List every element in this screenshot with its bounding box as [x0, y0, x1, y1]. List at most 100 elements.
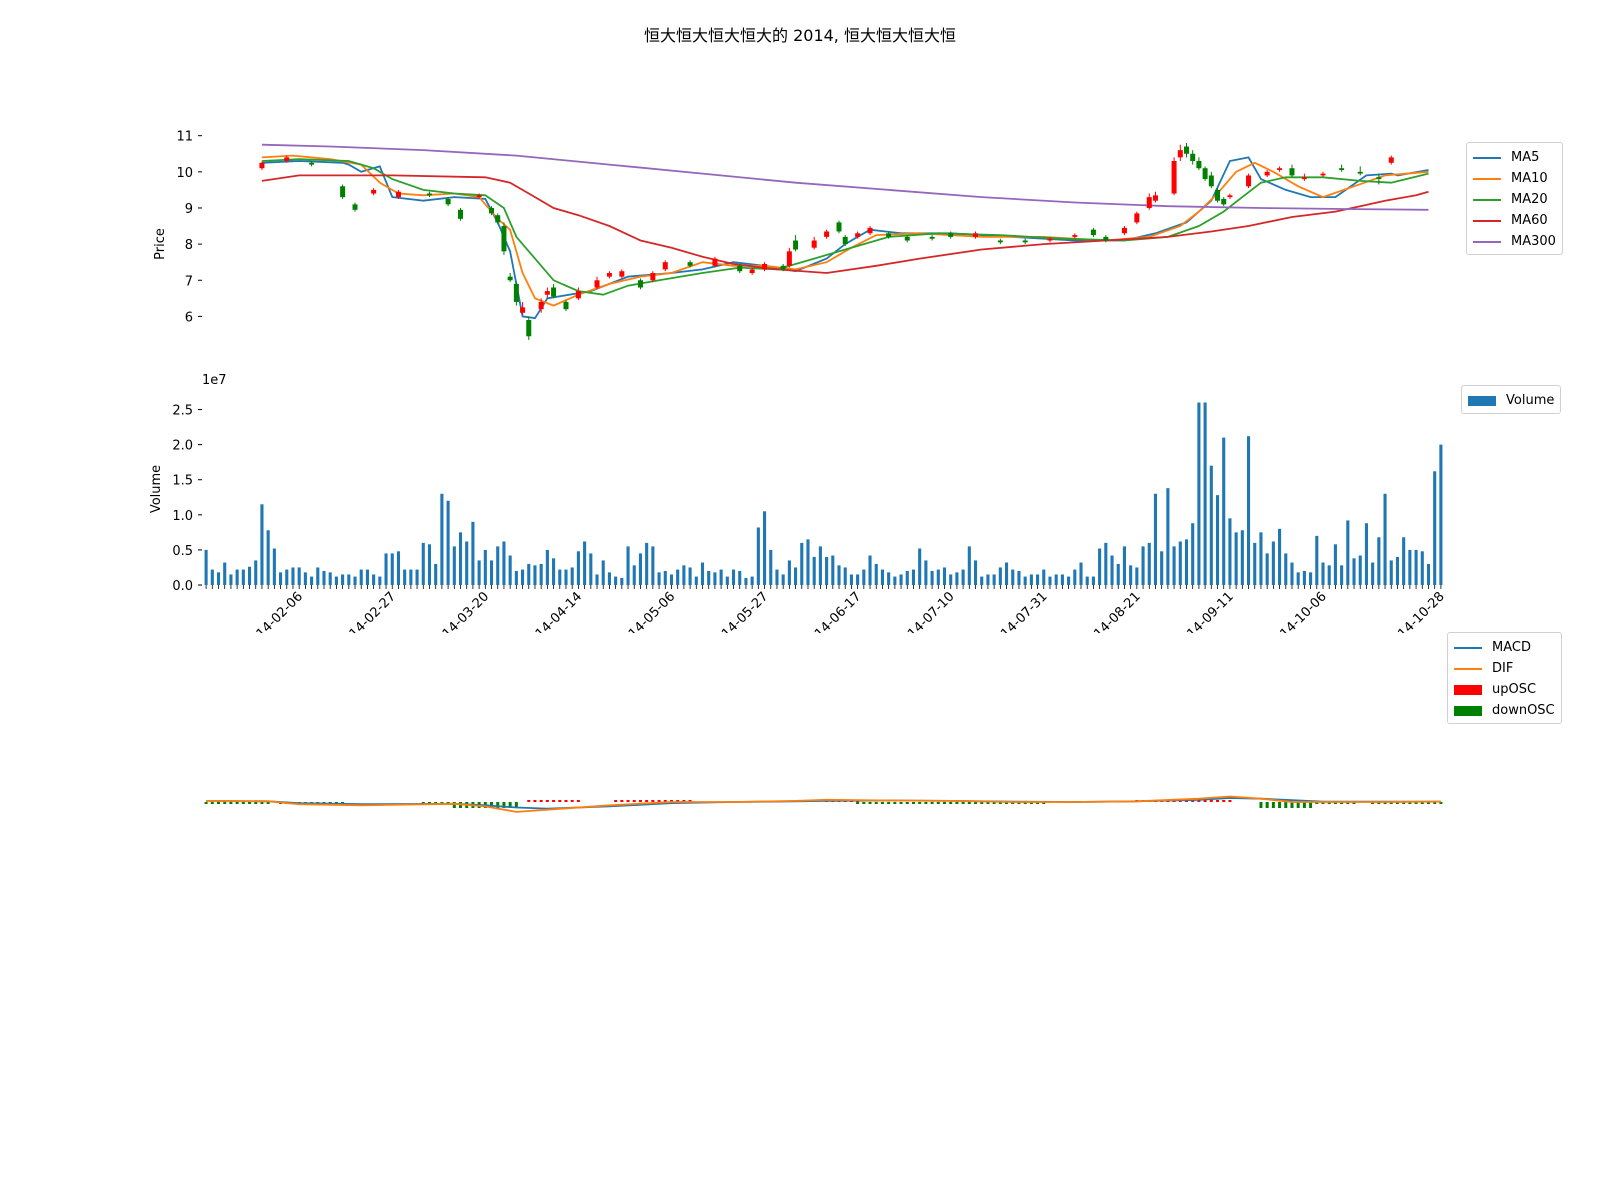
candle-body [489, 207, 495, 214]
downosc-bar [1036, 802, 1040, 804]
volume-xtick-label: 2014-07-31 [987, 589, 1051, 653]
candle-body [619, 271, 625, 277]
uposc-bar [1191, 800, 1195, 802]
downosc-bar [1377, 802, 1381, 804]
volume-bar [949, 574, 953, 585]
volume-bar [1036, 574, 1040, 585]
uposc-bar [1228, 800, 1232, 802]
volume-bar [496, 546, 500, 585]
volume-bar [942, 567, 947, 585]
volume-bar [1333, 544, 1337, 585]
candle-body [1388, 157, 1394, 163]
downosc-bar [1290, 802, 1294, 808]
downosc-bar [427, 802, 431, 804]
downosc-bar [1352, 802, 1356, 804]
volume-bar [794, 567, 798, 585]
volume-bar [682, 565, 686, 585]
downosc-bar [1278, 802, 1282, 808]
volume-bar [707, 570, 711, 585]
volume-bar [1098, 548, 1102, 585]
candle-body [1177, 150, 1183, 158]
downosc-bar [899, 802, 903, 804]
volume-bar [1383, 493, 1387, 585]
volume-bar [657, 572, 661, 585]
candle-body [1121, 227, 1127, 234]
volume-bar [607, 572, 611, 585]
volume-bar [1042, 569, 1046, 585]
candle-body [538, 301, 544, 310]
uposc-bar [1203, 800, 1207, 802]
volume-bar [502, 541, 506, 585]
volume-xtick-label: 2014-05-27 [707, 589, 771, 653]
candle-body [1215, 189, 1221, 201]
downosc-bar [1005, 802, 1009, 804]
downosc-bar [241, 802, 245, 804]
legend-entry-dif: DIF [1454, 658, 1555, 679]
volume-bar [564, 569, 568, 585]
volume-bar [986, 574, 990, 585]
volume-bar [899, 574, 903, 585]
volume-bar [1129, 565, 1133, 585]
uposc-bar [645, 800, 649, 802]
volume-xtick-label: 2014-07-10 [893, 589, 957, 653]
legend-swatch [1473, 177, 1501, 180]
volume-bar [831, 555, 835, 585]
downosc-bar [1389, 802, 1393, 804]
downosc-bar [210, 802, 214, 804]
volume-bar [452, 546, 456, 585]
volume-bar [465, 541, 469, 585]
volume-bar [1315, 535, 1319, 585]
volume-bar [1116, 563, 1120, 585]
volume-bar [328, 572, 332, 585]
price-ytick-label: 8 [185, 238, 193, 253]
price-legend: MA5 MA10 MA20 MA60 MA300 [1466, 142, 1563, 255]
legend-entry-downosc: downOSC [1454, 700, 1555, 721]
legend-label: upOSC [1492, 682, 1537, 697]
candle-body [1072, 235, 1078, 237]
uposc-bar [1209, 800, 1213, 802]
candle-body [340, 186, 346, 198]
volume-bar [924, 560, 928, 585]
volume-bar [458, 532, 463, 585]
volume-bar [688, 567, 692, 585]
candle-body [811, 240, 817, 248]
candle-body [513, 283, 519, 302]
downosc-bar [1383, 802, 1387, 804]
candle-body [793, 240, 799, 250]
volume-bar [583, 541, 587, 585]
downosc-bar [1309, 802, 1313, 808]
candle-body [371, 189, 377, 194]
candle-body [929, 236, 935, 239]
volume-bar [1309, 572, 1313, 585]
volume-bar [539, 563, 543, 585]
downosc-bar [874, 802, 878, 804]
legend-label: MA60 [1511, 213, 1548, 228]
downosc-bar [887, 802, 891, 804]
candle-body [836, 222, 842, 232]
volume-bar [403, 569, 407, 585]
volume-bar [589, 553, 593, 585]
downosc-bar [936, 802, 940, 804]
legend-swatch [1468, 395, 1496, 406]
legend-entry-ma300: MA300 [1473, 231, 1556, 252]
volume-bar [1302, 570, 1306, 585]
downosc-bar [974, 802, 978, 804]
volume-bar [421, 542, 425, 585]
candle-body [997, 240, 1003, 243]
volume-bar [601, 560, 605, 585]
candle-body [662, 262, 668, 270]
volume-bar [731, 569, 736, 585]
volume-bar [1377, 537, 1381, 585]
candle-body [594, 280, 600, 288]
volume-bar [434, 563, 438, 585]
uposc-bar [1222, 800, 1226, 802]
volume-bar [372, 574, 376, 585]
downosc-bar [496, 802, 500, 808]
candle-body [1190, 153, 1196, 161]
volume-xtick-label: 2014-02-27 [335, 589, 399, 653]
volume-bar [1085, 576, 1089, 585]
legend-label: DIF [1492, 661, 1514, 676]
volume-bar [849, 574, 853, 585]
downosc-bar [949, 802, 953, 804]
downosc-bar [248, 802, 252, 804]
